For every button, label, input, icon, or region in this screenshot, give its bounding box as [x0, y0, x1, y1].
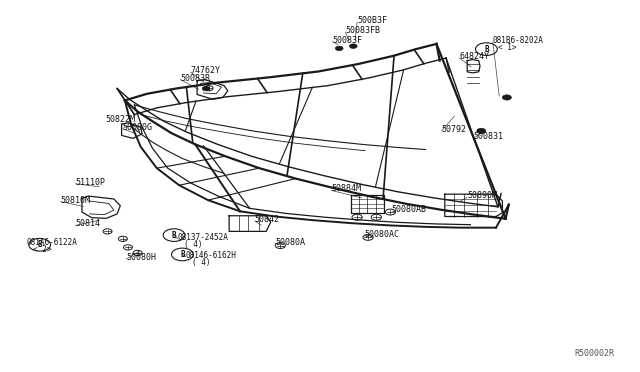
Text: 74762Y: 74762Y [191, 66, 221, 75]
Text: 50890M: 50890M [467, 191, 497, 200]
Text: 50083FB: 50083FB [346, 26, 381, 35]
Circle shape [502, 95, 511, 100]
Text: 50080H: 50080H [127, 253, 157, 262]
Text: 081A6-6122A: 081A6-6122A [27, 238, 77, 247]
Text: 500B3F: 500B3F [357, 16, 387, 25]
Text: 50080AC: 50080AC [365, 230, 400, 239]
Text: 50842: 50842 [255, 215, 280, 224]
Text: < 1>: < 1> [498, 43, 516, 52]
Text: ( 4): ( 4) [192, 258, 211, 267]
Circle shape [335, 46, 343, 51]
Text: 08137-2452A: 08137-2452A [178, 233, 228, 242]
Text: 50822M: 50822M [106, 115, 136, 124]
Text: 081B6-8202A: 081B6-8202A [493, 36, 543, 45]
Text: 50083R: 50083R [180, 74, 211, 83]
Text: 50884M: 50884M [332, 185, 362, 193]
Text: 50810M: 50810M [61, 196, 91, 205]
Text: 51110P: 51110P [76, 178, 106, 187]
Text: 50080A: 50080A [275, 238, 305, 247]
Text: B: B [180, 250, 185, 259]
Text: B: B [172, 231, 177, 240]
Circle shape [349, 44, 357, 48]
Text: 50814: 50814 [76, 219, 100, 228]
Text: B: B [484, 45, 489, 54]
Circle shape [477, 128, 486, 134]
Text: 50083F: 50083F [333, 36, 363, 45]
Text: 50792: 50792 [442, 125, 467, 134]
Text: B: B [37, 240, 42, 249]
Text: 64824Y: 64824Y [460, 52, 490, 61]
Text: 08146-6162H: 08146-6162H [186, 251, 236, 260]
Text: 50080G: 50080G [123, 123, 153, 132]
Text: ( 4): ( 4) [184, 240, 203, 249]
Text: R500002R: R500002R [575, 349, 614, 358]
Text: 50080AB: 50080AB [392, 205, 427, 214]
Text: < 2>: < 2> [33, 246, 52, 254]
Text: 500831: 500831 [474, 132, 504, 141]
Circle shape [202, 86, 210, 91]
